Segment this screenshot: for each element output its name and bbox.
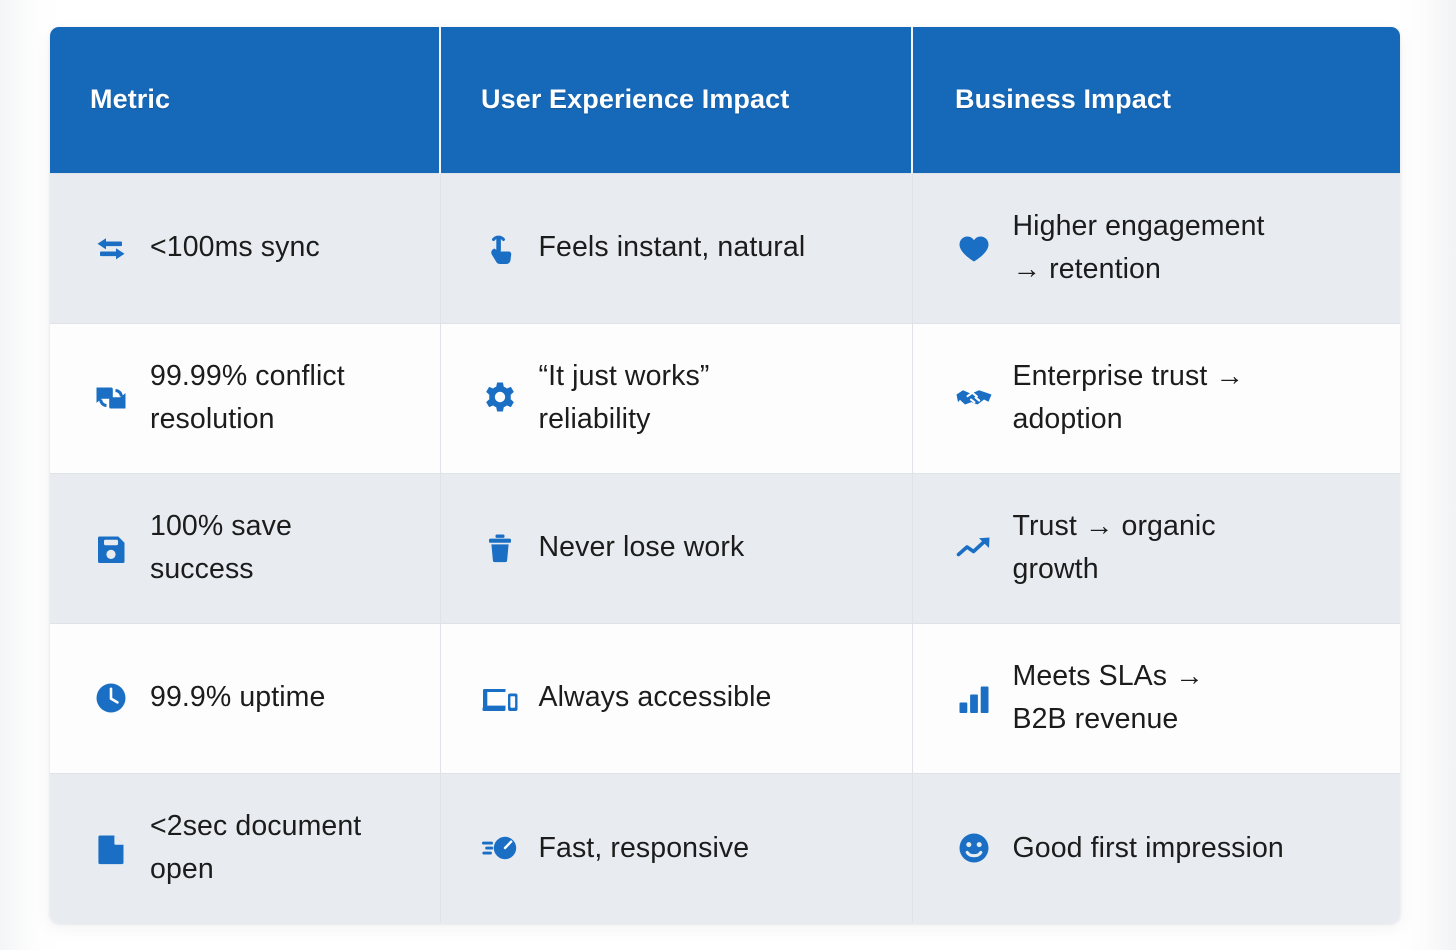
cell-business-impact: Higher engagement → retention [912, 172, 1400, 323]
table-row: 99.99% conflict resolution “It just [50, 322, 1400, 473]
devices-icon [479, 677, 521, 719]
cell-text: 99.9% uptime [150, 681, 326, 714]
cell-text: Good first impression [1012, 831, 1284, 864]
metrics-table: Metric User Experience Impact Business I… [50, 27, 1400, 923]
cell-text: Always accessible [538, 681, 772, 714]
trash-icon [479, 527, 521, 569]
cell-business-impact: Meets SLAs → B2B revenue [912, 622, 1400, 773]
speed-gauge-icon [479, 827, 521, 869]
handshake-icon [953, 377, 995, 419]
cell-text: 100% save success [150, 509, 292, 585]
metrics-table-card: Metric User Experience Impact Business I… [50, 27, 1400, 923]
cell-user-experience: Always accessible [440, 622, 913, 773]
cell-user-experience: Never lose work [440, 472, 913, 623]
cell-metric: 99.99% conflict resolution [50, 322, 441, 473]
sync-arrows-icon [90, 227, 132, 269]
document-icon [90, 827, 132, 869]
cell-text: <2sec document open [150, 809, 362, 886]
cell-metric: <2sec document open [50, 772, 441, 923]
cell-text: Fast, responsive [538, 831, 750, 864]
cell-text: “It just works” reliability [538, 359, 710, 435]
cell-text: Higher engagement → retention [1012, 209, 1265, 285]
cell-metric: 99.9% uptime [50, 622, 441, 773]
cell-user-experience: Feels instant, natural [440, 172, 913, 323]
bar-chart-icon [953, 677, 995, 719]
cell-user-experience: “It just works” reliability [440, 322, 913, 473]
cell-business-impact: Good first impression [912, 772, 1400, 923]
cell-user-experience: Fast, responsive [440, 772, 913, 923]
column-header-business-impact: Business Impact [912, 27, 1400, 173]
table-row: <2sec document open [50, 772, 1400, 923]
cell-business-impact: Enterprise trust → adoption [912, 322, 1400, 473]
table-row: <100ms sync [50, 172, 1400, 323]
table-row: 99.9% uptime [50, 622, 1400, 773]
column-header-metric: Metric [50, 27, 441, 173]
conflict-merge-bubbles-icon [90, 377, 132, 419]
trending-up-icon [953, 527, 995, 569]
gear-icon [479, 377, 521, 419]
heart-icon [953, 227, 995, 269]
table-body: <100ms sync [50, 172, 1400, 923]
column-header-user-experience-impact: User Experience Impact [440, 27, 913, 173]
cell-text: Meets SLAs → B2B revenue [1012, 659, 1204, 735]
cell-text: 99.99% conflict resolution [150, 359, 345, 435]
table-row: 100% save success [50, 472, 1400, 623]
cell-text: Never lose work [538, 531, 745, 564]
table-header: Metric User Experience Impact Business I… [50, 27, 1400, 173]
cell-metric: 100% save success [50, 472, 441, 623]
cell-text: <100ms sync [150, 231, 320, 264]
save-floppy-icon [90, 527, 132, 569]
smiley-face-icon [953, 827, 995, 869]
touch-tap-icon [479, 227, 521, 269]
cell-business-impact: Trust → organic growth [912, 472, 1400, 623]
clock-icon [90, 677, 132, 719]
cell-text: Feels instant, natural [538, 231, 806, 264]
cell-text: Enterprise trust → adoption [1012, 359, 1244, 435]
cell-metric: <100ms sync [50, 172, 441, 323]
table-header-row: Metric User Experience Impact Business I… [50, 27, 1400, 173]
cell-text: Trust → organic growth [1012, 509, 1216, 585]
